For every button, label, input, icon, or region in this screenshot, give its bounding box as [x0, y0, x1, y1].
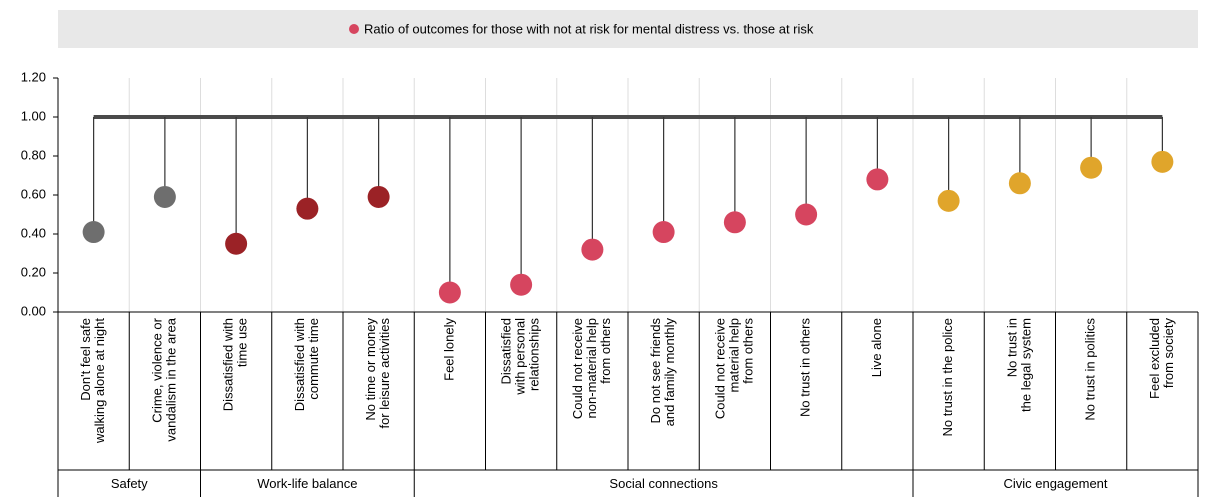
dot: [367, 185, 390, 208]
x-tick-label: Dissatisfied with: [221, 318, 236, 411]
dot: [937, 189, 960, 212]
x-tick-label: Could not receive: [570, 318, 585, 419]
x-tick-label: from society: [1161, 318, 1176, 389]
x-tick-label: Do not see friends: [648, 318, 663, 424]
dot: [1151, 150, 1174, 173]
x-tick-label: time use: [235, 318, 250, 367]
x-tick-label: for leisure activities: [377, 318, 392, 429]
x-tick-label: Crime, violence or: [149, 317, 164, 422]
x-tick-label: Dissatisfied: [499, 318, 514, 384]
dot: [723, 211, 746, 234]
x-tick-label: Dissatisfied with: [292, 318, 307, 411]
dot: [153, 185, 176, 208]
dot: [510, 273, 533, 296]
legend-label: Ratio of outcomes for those with not at …: [364, 21, 814, 36]
x-tick-label: Feel lonely: [441, 318, 456, 381]
y-tick-label: 1.20: [21, 69, 46, 84]
x-tick-label: No time or money: [363, 318, 378, 421]
x-tick-label: with personal: [513, 318, 528, 396]
dot: [1080, 156, 1103, 179]
x-tick-label: Could not receive: [712, 318, 727, 419]
dot: [296, 197, 319, 220]
legend-marker: [349, 24, 359, 34]
dot: [652, 221, 675, 244]
x-tick-label: Live alone: [869, 318, 884, 377]
x-tick-label: material help: [726, 318, 741, 392]
x-tick-label: and family monthly: [662, 318, 677, 427]
x-tick-label: Feel excluded: [1147, 318, 1162, 399]
x-tick-label: walking alone at night: [92, 318, 107, 444]
group-label: Social connections: [609, 476, 718, 491]
x-tick-label: No trust in the police: [940, 318, 955, 437]
x-tick-label: Don't feel safe: [78, 318, 93, 401]
x-tick-label: No trust in: [1004, 318, 1019, 377]
group-label: Work-life balance: [257, 476, 357, 491]
dot: [438, 281, 461, 304]
y-tick-label: 1.00: [21, 108, 46, 123]
dot: [866, 168, 889, 191]
x-tick-label: from others: [598, 318, 613, 384]
dot: [795, 203, 818, 226]
x-tick-label: relationships: [527, 318, 542, 391]
dot: [1008, 172, 1031, 195]
x-tick-label: the legal system: [1018, 318, 1033, 412]
x-tick-label: from others: [740, 318, 755, 384]
x-tick-label: No trust in others: [798, 318, 813, 417]
legend-box: [58, 10, 1198, 48]
y-tick-label: 0.60: [21, 186, 46, 201]
x-tick-label: No trust in politics: [1083, 318, 1098, 421]
y-tick-label: 0.40: [21, 225, 46, 240]
group-label: Safety: [111, 476, 148, 491]
group-label: Civic engagement: [1003, 476, 1107, 491]
dot: [82, 221, 105, 244]
x-tick-label: commute time: [306, 318, 321, 400]
y-tick-label: 0.00: [21, 303, 46, 318]
x-tick-label: non-material help: [584, 318, 599, 418]
y-tick-label: 0.80: [21, 147, 46, 162]
x-tick-label: vandalism in the area: [163, 317, 178, 441]
dot: [225, 232, 248, 255]
y-tick-label: 0.20: [21, 264, 46, 279]
dot: [581, 238, 604, 261]
